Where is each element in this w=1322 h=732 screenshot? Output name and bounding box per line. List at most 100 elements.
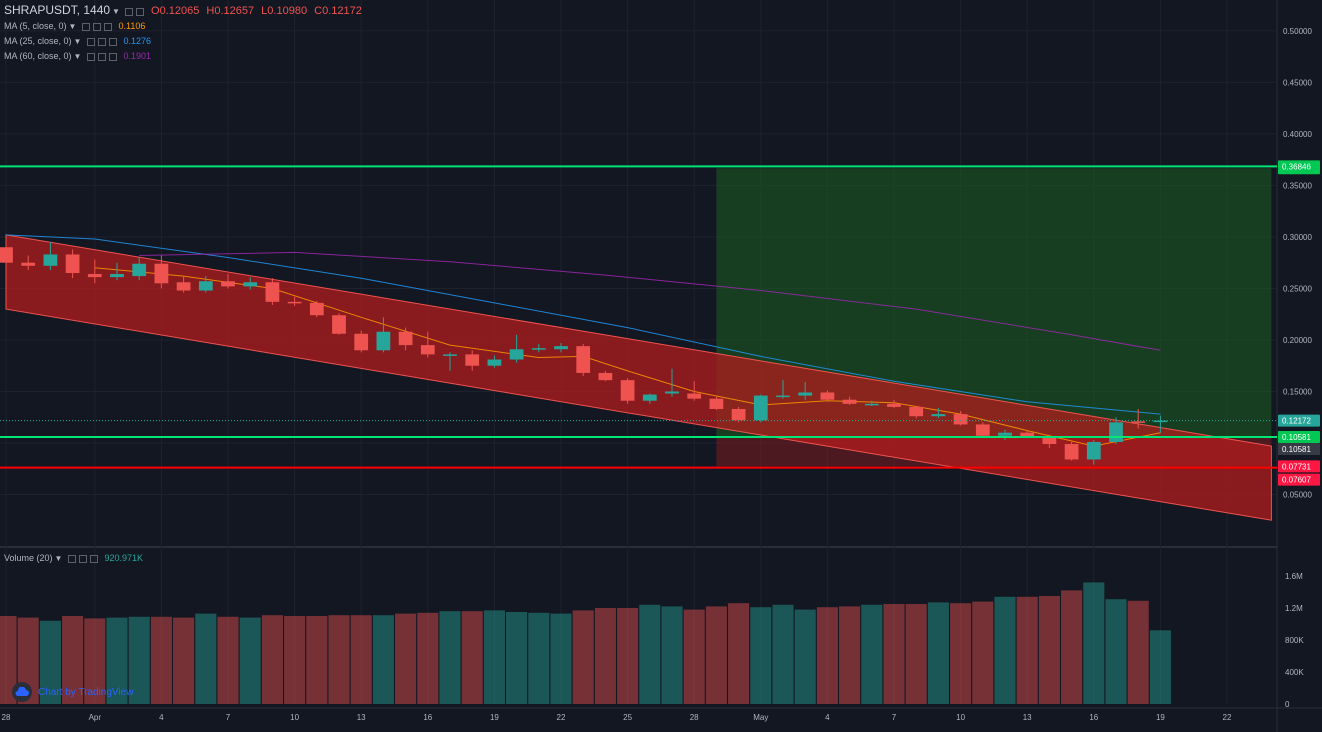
candle-body: [531, 348, 546, 350]
candle-body: [665, 391, 679, 394]
settings-icon[interactable]: [125, 7, 134, 16]
volume-bar: [128, 616, 150, 704]
eye-icon[interactable]: [81, 22, 90, 31]
chevron-down-icon[interactable]: ▼: [68, 22, 77, 31]
ma60-label[interactable]: MA (60, close, 0): [4, 51, 72, 61]
volume-bar: [794, 609, 816, 704]
chevron-down-icon[interactable]: ▼: [73, 37, 82, 46]
candle-body: [776, 395, 790, 398]
volume-bar: [62, 616, 84, 704]
ohlc-close-label: C: [314, 5, 323, 17]
price-label-text: 0.07607: [1282, 476, 1311, 485]
price-label-badge: [1278, 473, 1320, 486]
ma25-label[interactable]: MA (25, close, 0): [4, 36, 72, 46]
candle-body: [443, 354, 457, 356]
volume-bar: [284, 616, 306, 704]
ma5-label[interactable]: MA (5, close, 0): [4, 21, 67, 31]
price-tick-label: 0.25000: [1283, 284, 1312, 293]
candle-body: [1042, 436, 1057, 445]
price-tick-label: 0.45000: [1283, 78, 1312, 87]
candle-body: [931, 414, 946, 417]
volume-bar: [683, 609, 705, 704]
settings-icon[interactable]: [92, 22, 101, 31]
ma60-value: 0.1901: [123, 51, 152, 61]
candle-body: [420, 345, 435, 355]
settings-icon[interactable]: [97, 52, 106, 61]
ma25-legend: MA (25, close, 0) ▼ 0.1276: [4, 36, 151, 46]
volume-bar: [328, 615, 350, 704]
settings-icon[interactable]: [78, 554, 87, 563]
volume-bar: [439, 611, 461, 704]
volume-tick-label: 1.2M: [1285, 604, 1303, 613]
eye-icon[interactable]: [67, 554, 76, 563]
chevron-down-icon[interactable]: ▼: [73, 52, 82, 61]
time-axis[interactable]: 28 Apr 4 7 10 13 16 19 22 25 28 May 4 7 10 13 16 19 22: [2, 713, 1232, 722]
candle-body: [309, 302, 324, 316]
volume-legend: Volume (20) ▼ 920.971K: [4, 553, 143, 563]
candle-body: [798, 392, 813, 396]
volume-label[interactable]: Volume (20): [4, 553, 53, 563]
volume-bar: [1038, 596, 1060, 704]
time-tick-label: 10: [956, 713, 965, 722]
horizontal-lines[interactable]: [0, 165, 1277, 469]
volume-bar: [1149, 630, 1171, 704]
volume-bar: [239, 617, 261, 704]
volume-bar: [261, 615, 283, 704]
volume-bar: [905, 604, 927, 704]
close-icon[interactable]: [103, 22, 112, 31]
symbol-name[interactable]: SHRAPUSDT, 1440: [4, 3, 111, 17]
candle-body: [1020, 432, 1035, 437]
volume-bar: [506, 612, 528, 704]
eye-icon[interactable]: [86, 37, 95, 46]
price-label-text: 0.07731: [1282, 462, 1311, 471]
close-icon[interactable]: [108, 52, 117, 61]
time-tick-label: 10: [290, 713, 299, 722]
volume-bar: [1127, 600, 1149, 704]
close-icon[interactable]: [108, 37, 117, 46]
symbol-legend: SHRAPUSDT, 1440 ▼ O0.12065 H0.12657 L0.10…: [4, 3, 362, 17]
close-icon[interactable]: [136, 7, 145, 16]
candle-body: [576, 346, 591, 373]
price-axis-background: [1277, 0, 1322, 732]
settings-icon[interactable]: [97, 37, 106, 46]
volume-bar: [861, 604, 883, 704]
price-label-badge: [1278, 160, 1320, 173]
candle-body: [21, 262, 36, 266]
volume-bar: [617, 608, 639, 704]
volume-bar: [39, 620, 61, 704]
time-tick-label: 28: [2, 713, 11, 722]
chevron-down-icon[interactable]: ▼: [112, 7, 120, 16]
chevron-down-icon[interactable]: ▼: [54, 554, 63, 563]
candle-body: [642, 394, 657, 401]
tradingview-branding[interactable]: Chart by TradingView: [12, 682, 133, 702]
volume-bar: [106, 617, 128, 704]
price-tick-label: 0.20000: [1283, 336, 1312, 345]
eye-icon[interactable]: [86, 52, 95, 61]
time-tick-label: Apr: [89, 713, 102, 722]
time-tick-label: 13: [1023, 713, 1032, 722]
volume-bar: [217, 616, 239, 704]
candle-body: [1131, 421, 1146, 423]
volume-bar: [1083, 582, 1105, 704]
ohlc-low-label: L: [261, 5, 268, 17]
candle-body: [554, 346, 568, 350]
volume-bar: [750, 607, 772, 704]
volume-tick-label: 800K: [1285, 636, 1304, 645]
volume-tick-label: 0: [1285, 700, 1290, 709]
time-tick-label: 25: [623, 713, 632, 722]
price-tick-label: 0.15000: [1283, 387, 1312, 396]
close-icon[interactable]: [89, 554, 98, 563]
candle-body: [398, 331, 413, 346]
volume-bar: [461, 611, 483, 704]
ma25-value: 0.1276: [123, 36, 152, 46]
candle-body: [110, 274, 124, 278]
price-tick-label: 0.50000: [1283, 27, 1312, 36]
volume-bar: [883, 604, 905, 704]
time-tick-label: 4: [159, 713, 164, 722]
ohlc-high: 0.12657: [214, 5, 255, 17]
volume-bar: [927, 602, 949, 704]
candle-body: [1086, 441, 1101, 460]
price-axis[interactable]: 0.050000.100000.150000.200000.250000.300…: [1278, 27, 1320, 709]
time-tick-label: May: [753, 713, 768, 722]
